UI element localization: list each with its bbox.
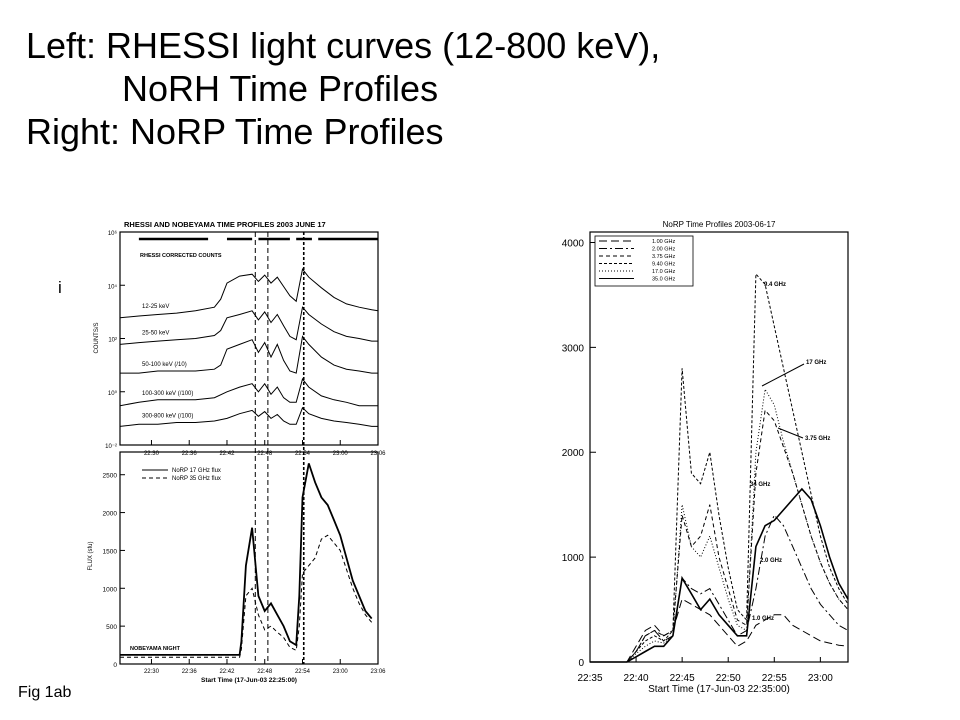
norp-y-tick-label: 0 (578, 658, 584, 669)
norp-x-axis-label: Start Time (17-Jun-03 22:35:00) (648, 684, 790, 695)
norh-x-tick-label: 22:30 (144, 669, 160, 675)
norh-x-axis-label: Start Time (17-Jun-03 22:25:00) (201, 677, 297, 684)
rhessi-title: RHESSI AND NOBEYAMA TIME PROFILES 2003 J… (124, 220, 326, 229)
norp-series-line (590, 387, 849, 663)
norp-annotation: 34 GHz (750, 482, 770, 488)
rhessi-x-tick-label: 22:42 (219, 451, 235, 457)
rhessi-series-label: 100-300 keV (/100) (142, 391, 193, 397)
norh-x-tick-label: 22:54 (295, 669, 311, 675)
rhessi-annotation: RHESSI CORRECTED COUNTS (140, 253, 222, 259)
rhessi-series-label: 25-50 keV (142, 331, 169, 337)
norh-x-tick-label: 22:42 (219, 669, 235, 675)
norp-y-tick-label: 2000 (562, 448, 585, 459)
norh-y-tick-label: 1500 (103, 548, 118, 555)
norh-plot-frame (119, 451, 379, 665)
norh-series-line (120, 463, 373, 656)
norh-y-tick-label: 2000 (103, 511, 118, 518)
norp-plot-frame (589, 231, 849, 663)
rhessi-y-tick-label: 10⁶ (108, 230, 118, 237)
norp-series-line (590, 598, 849, 663)
norp-series-line (590, 409, 849, 663)
norh-x-tick-label: 22:36 (182, 669, 198, 675)
figure-caption: Fig 1ab (18, 684, 72, 701)
norp-legend-label: 9.40 GHz (652, 262, 675, 268)
rhessi-series-label: 12-25 keV (142, 304, 169, 310)
norp-legend-label: 17.0 GHz (652, 269, 675, 275)
norp-x-tick-label: 22:35 (577, 673, 602, 684)
norp-legend-label: 3.75 GHz (652, 254, 675, 260)
norh-y-axis-label: FLUX (sfu) (88, 541, 94, 570)
rhessi-x-tick-label: 22:36 (182, 451, 198, 457)
rhessi-series-line (119, 306, 378, 345)
norp-annotation: 9.4 GHz (764, 282, 786, 288)
norp-annotation-pointer (761, 363, 805, 387)
norh-legend-label: NoRP 35 GHz flux (172, 476, 221, 482)
title-line-3: Right: NoRP Time Profiles (26, 111, 444, 152)
norp-annotation: 2.0 GHz (760, 558, 782, 564)
norp-title: NoRP Time Profiles 2003-06-17 (663, 220, 776, 229)
rhessi-series-line (120, 335, 378, 374)
norp-x-tick-label: 22:50 (716, 673, 741, 684)
rhessi-x-tick-label: 22:54 (295, 451, 311, 457)
rhessi-y-tick-label: 10⁴ (108, 283, 118, 290)
norp-legend-label: 1.00 GHz (652, 239, 675, 245)
norp-legend-box (594, 235, 694, 287)
rhessi-y-axis-label: COUNTS/S (94, 322, 100, 353)
title-line-1: Left: RHESSI light curves (12-800 keV), (26, 25, 661, 66)
rhessi-series-line (119, 268, 379, 319)
rhessi-x-tick-label: 23:00 (333, 451, 349, 457)
norp-annotation-pointer (777, 427, 804, 439)
norp-x-tick-label: 22:40 (624, 673, 649, 684)
norh-x-tick-label: 22:48 (257, 669, 273, 675)
norp-series-line (590, 487, 849, 663)
norh-y-tick-label: 1000 (103, 586, 118, 593)
rhessi-y-tick-label: 10⁰ (108, 390, 118, 397)
rhessi-series-line (119, 377, 378, 407)
rhessi-series-line (119, 406, 378, 427)
norp-annotation: 17 GHz (806, 360, 826, 366)
rhessi-y-tick-label: 10⁻² (105, 444, 117, 450)
norp-series-line (590, 272, 849, 663)
norh-y-tick-label: 2500 (103, 473, 118, 480)
rhessi-series-label: 300-800 keV (/100) (142, 413, 193, 419)
norh-x-tick-label: 23:00 (333, 669, 349, 675)
rhessi-series-label: 50-100 keV (/10) (142, 362, 187, 368)
norp-y-tick-label: 4000 (562, 238, 585, 249)
norp-annotation: 3.75 GHz (805, 436, 830, 442)
norp-legend-label: 35.0 GHz (652, 277, 675, 283)
norh-annotation: NOBEYAMA NIGHT (130, 646, 181, 652)
norh-x-tick-label: 23:06 (370, 669, 386, 675)
norh-y-tick-label: 0 (113, 662, 117, 669)
slide-title: Left: RHESSI light curves (12-800 keV), … (26, 24, 660, 153)
norp-x-tick-label: 22:45 (670, 673, 695, 684)
norh-y-tick-label: 500 (106, 624, 117, 631)
norp-y-tick-label: 3000 (562, 343, 585, 354)
norp-y-tick-label: 1000 (562, 553, 585, 564)
rhessi-x-tick-label: 22:48 (257, 451, 273, 457)
norp-x-tick-label: 22:55 (762, 673, 787, 684)
stray-mark: i (58, 278, 62, 297)
norh-legend-label: NoRP 17 GHz flux (172, 468, 221, 474)
norp-annotation: 1.0 GHz (752, 616, 774, 622)
norp-series-line (590, 514, 849, 663)
norp-legend-label: 2.00 GHz (652, 247, 675, 253)
rhessi-y-tick-label: 10² (108, 338, 117, 344)
rhessi-x-tick-label: 22:30 (144, 451, 160, 457)
title-line-2: NoRH Time Profiles (122, 68, 439, 109)
norh-series-line (120, 534, 373, 658)
norp-x-tick-label: 23:00 (808, 673, 833, 684)
